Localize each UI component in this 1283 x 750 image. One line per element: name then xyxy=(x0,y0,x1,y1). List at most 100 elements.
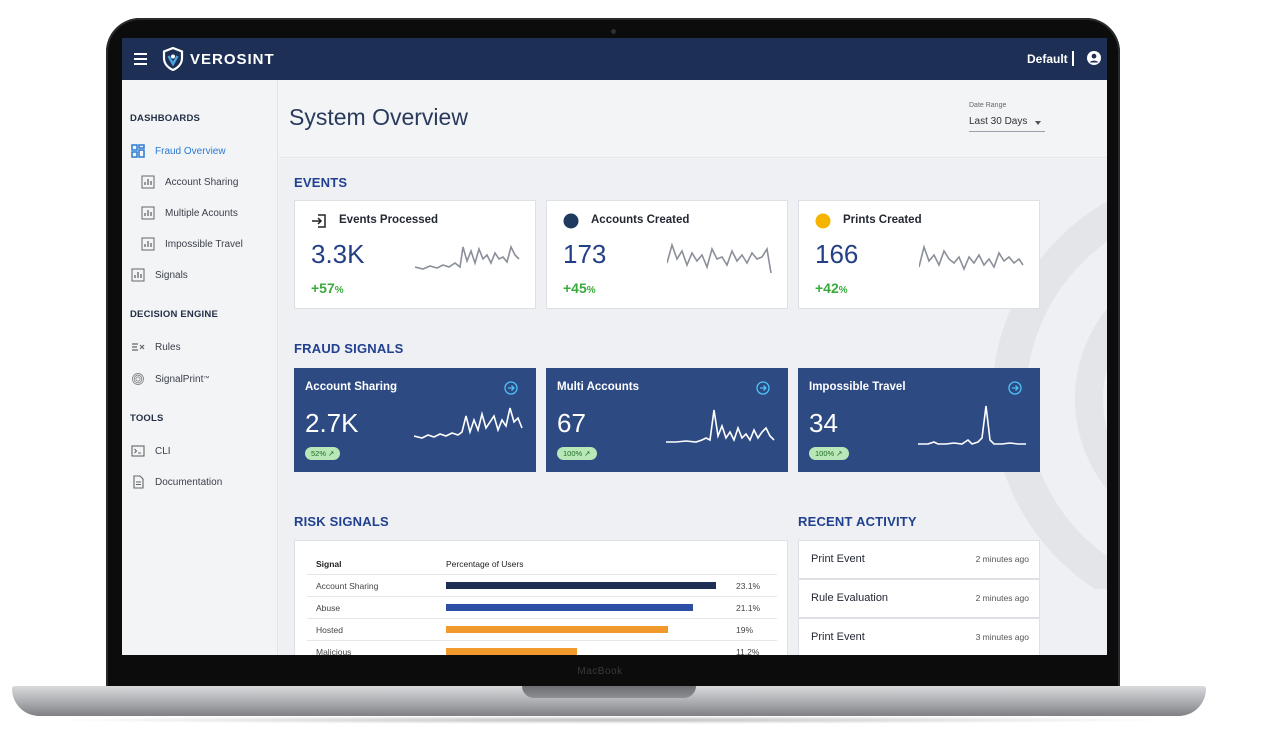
fraud-card-multi-accounts[interactable]: Multi Accounts 67 100% ↗ xyxy=(546,368,788,472)
accounts-created-card[interactable]: Accounts Created 173 +45% xyxy=(546,200,788,309)
percentage-value: 19% xyxy=(736,625,754,635)
sparkline-chart xyxy=(415,244,520,270)
table-row[interactable]: Malicious 11.2% xyxy=(307,640,777,655)
events-section-title: EVENTS xyxy=(294,175,348,190)
sidebar-section-dashboards: DASHBOARDS xyxy=(130,113,201,124)
workspace-name[interactable]: Default xyxy=(1027,52,1068,66)
sidebar-item-label: CLI xyxy=(155,445,171,457)
login-arrow-icon xyxy=(312,214,326,228)
dot-icon xyxy=(815,213,831,229)
sparkline-chart xyxy=(414,407,523,439)
arrow-circle-right-icon[interactable] xyxy=(504,381,518,395)
page-title: System Overview xyxy=(289,104,468,130)
sidebar-item-label: Signals xyxy=(155,269,188,281)
dot-icon xyxy=(563,213,579,229)
sidebar-item-signalprint[interactable]: SignalPrint ™ xyxy=(131,372,209,386)
date-range-value: Last 30 Days xyxy=(969,116,1028,127)
card-change: +57% xyxy=(311,280,344,296)
sidebar-item-label: SignalPrint xyxy=(155,373,204,385)
terminal-icon xyxy=(131,445,145,457)
dashboard-grid-icon xyxy=(131,144,145,158)
activity-time: 2 minutes ago xyxy=(975,593,1029,603)
sparkline-chart xyxy=(667,242,772,274)
card-title: Events Processed xyxy=(339,214,439,226)
table-row[interactable]: Abuse 21.1% xyxy=(307,596,777,618)
laptop-shadow xyxy=(40,716,1180,724)
arrow-circle-right-icon[interactable] xyxy=(756,381,770,395)
change-value: +45 xyxy=(563,280,587,296)
fingerprint-icon xyxy=(132,373,144,385)
top-navbar: VEROSINT Default xyxy=(122,38,1107,80)
camera-dot xyxy=(611,29,616,34)
change-unit: % xyxy=(838,285,848,296)
arrow-circle-right-icon[interactable] xyxy=(1008,381,1022,395)
percent-change-badge: 100% ↗ xyxy=(557,447,597,460)
sidebar-item-label: Account Sharing xyxy=(165,176,239,188)
user-account-icon[interactable] xyxy=(1087,51,1101,65)
document-icon xyxy=(133,475,144,489)
activity-time: 3 minutes ago xyxy=(975,632,1029,642)
sparkline-chart xyxy=(666,409,775,443)
rules-icon xyxy=(132,343,145,351)
sidebar-item-signals[interactable]: Signals xyxy=(131,268,188,282)
activity-event: Print Event xyxy=(811,553,865,565)
trademark-symbol: ™ xyxy=(203,376,210,382)
percent-change-badge: 100% ↗ xyxy=(809,447,849,460)
percentage-value: 21.1% xyxy=(736,603,761,613)
table-row[interactable]: Hosted 19% xyxy=(307,618,777,640)
brand-name[interactable]: VEROSINT xyxy=(190,51,275,68)
header-divider xyxy=(1072,51,1074,66)
risk-signals-table: Signal Percentage of Users Account Shari… xyxy=(294,540,788,655)
percentage-bar xyxy=(446,648,577,655)
sidebar-item-fraud-overview[interactable]: Fraud Overview xyxy=(131,144,226,158)
hamburger-menu-icon[interactable] xyxy=(134,53,147,65)
bar-chart-icon xyxy=(141,237,155,251)
caret-down-icon xyxy=(1035,121,1041,125)
sidebar-item-account-sharing[interactable]: Account Sharing xyxy=(141,175,238,189)
sidebar-item-label: Impossible Travel xyxy=(165,238,243,250)
activity-time: 2 minutes ago xyxy=(975,554,1029,564)
fraud-card-value: 34 xyxy=(809,408,838,438)
fraud-card-impossible-travel[interactable]: Impossible Travel 34 100% ↗ xyxy=(798,368,1040,472)
app-screen: VEROSINT Default DASHBOARDS Fraud Overvi… xyxy=(122,38,1107,655)
card-change: +45% xyxy=(563,280,596,296)
bar-chart-icon xyxy=(141,175,155,189)
events-processed-card[interactable]: Events Processed 3.3K +57% xyxy=(294,200,536,309)
sidebar-item-multiple-accounts[interactable]: Multiple Acounts xyxy=(141,206,238,220)
bar-chart-icon xyxy=(131,268,145,282)
signal-name: Hosted xyxy=(316,625,343,635)
change-value: +57 xyxy=(311,280,335,296)
verosint-shield-logo-icon[interactable] xyxy=(162,47,184,71)
list-item[interactable]: Rule Evaluation 2 minutes ago xyxy=(798,579,1040,618)
table-row[interactable]: Account Sharing 23.1% xyxy=(307,574,777,596)
fraud-card-title: Multi Accounts xyxy=(557,381,639,393)
date-range-select[interactable]: Last 30 Days xyxy=(969,116,1045,132)
device-brand-label: MacBook xyxy=(577,666,623,677)
percent-change-badge: 52% ↗ xyxy=(305,447,341,460)
prints-created-card[interactable]: Prints Created 166 +42% xyxy=(798,200,1040,309)
sidebar-item-cli[interactable]: CLI xyxy=(131,444,171,458)
sparkline-chart xyxy=(918,405,1026,445)
sidebar-item-label: Fraud Overview xyxy=(155,145,226,157)
list-item[interactable]: Print Event 3 minutes ago xyxy=(798,618,1040,655)
list-item[interactable]: Print Event 2 minutes ago xyxy=(798,540,1040,579)
fraud-card-account-sharing[interactable]: Account Sharing 2.7K 52% ↗ xyxy=(294,368,536,472)
signal-name: Account Sharing xyxy=(316,581,379,591)
laptop-notch xyxy=(522,686,696,698)
signal-name: Malicious xyxy=(316,647,352,655)
percentage-bar xyxy=(446,626,669,633)
main-content: System Overview Date Range Last 30 Days … xyxy=(279,80,1107,655)
column-header-percentage: Percentage of Users xyxy=(446,559,524,569)
percentage-value: 23.1% xyxy=(736,581,761,591)
dashboard-body: EVENTS Events Processed 3.3K +57% Accoun… xyxy=(279,159,1107,655)
sidebar-item-impossible-travel[interactable]: Impossible Travel xyxy=(141,237,243,251)
card-value: 166 xyxy=(815,239,859,269)
date-range-label: Date Range xyxy=(969,102,1007,109)
sidebar-item-label: Rules xyxy=(155,341,181,353)
card-change: +42% xyxy=(815,280,848,296)
change-unit: % xyxy=(334,285,344,296)
sidebar-item-documentation[interactable]: Documentation xyxy=(131,475,222,489)
page-header: System Overview Date Range Last 30 Days xyxy=(279,80,1107,158)
card-value: 173 xyxy=(563,239,607,269)
sidebar-item-rules[interactable]: Rules xyxy=(131,340,181,354)
